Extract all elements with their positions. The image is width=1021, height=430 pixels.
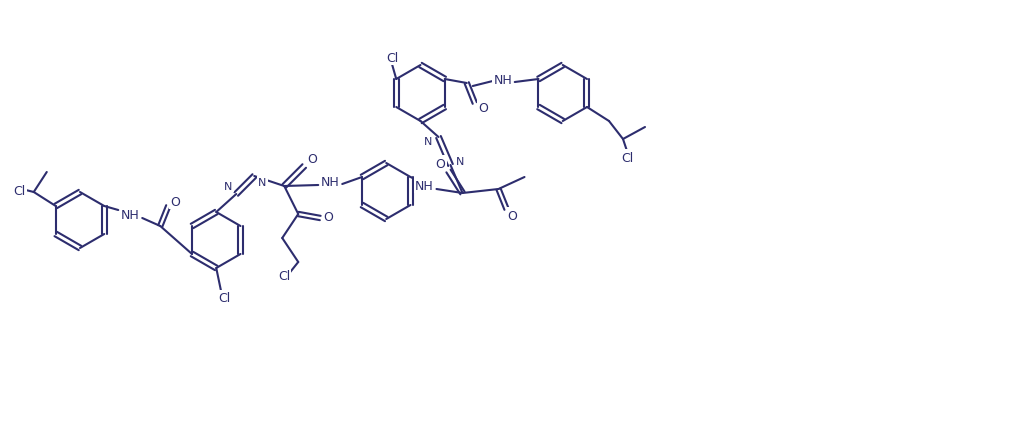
Text: NH: NH xyxy=(416,179,434,192)
Text: O: O xyxy=(478,101,488,114)
Text: O: O xyxy=(324,210,333,223)
Text: Cl: Cl xyxy=(218,292,231,305)
Text: NH: NH xyxy=(120,208,140,221)
Text: O: O xyxy=(307,152,318,165)
Text: NH: NH xyxy=(321,175,340,188)
Text: Cl: Cl xyxy=(278,270,290,283)
Text: N: N xyxy=(456,157,465,166)
Text: Cl: Cl xyxy=(386,51,398,64)
Text: N: N xyxy=(425,137,433,147)
Text: Cl: Cl xyxy=(13,184,26,197)
Text: NH: NH xyxy=(493,74,513,86)
Text: N: N xyxy=(258,178,266,187)
Text: O: O xyxy=(507,209,518,222)
Text: N: N xyxy=(224,181,233,191)
Text: O: O xyxy=(436,157,445,170)
Text: O: O xyxy=(171,195,180,208)
Text: Cl: Cl xyxy=(621,151,633,164)
